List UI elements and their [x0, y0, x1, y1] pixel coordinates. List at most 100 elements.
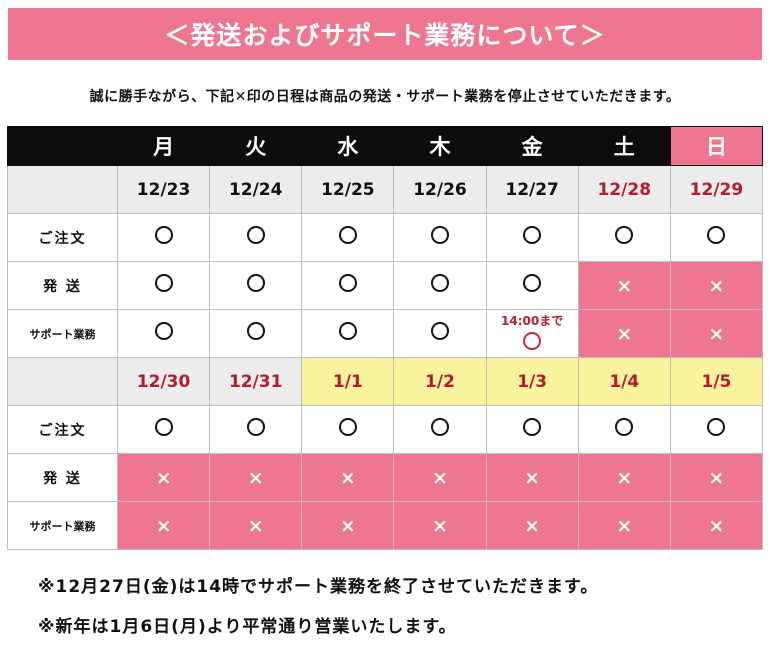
date-cell: 1/1	[301, 357, 395, 406]
open-circle-cell: 14:00まで	[485, 309, 579, 358]
closed-cross-mark: ×	[669, 501, 764, 550]
week2-shipping-row: 発 送 × × × × × × ×	[7, 453, 764, 502]
open-circle-cell	[669, 405, 764, 454]
open-circle-cell	[209, 405, 303, 454]
circle-mark-icon	[430, 226, 449, 244]
closed-cross-mark: ×	[669, 309, 764, 358]
open-circle-cell	[393, 213, 487, 262]
closed-cross-mark: ×	[577, 453, 671, 502]
circle-mark-icon	[615, 418, 634, 436]
closed-cross-mark: ×	[669, 261, 764, 310]
open-circle-cell	[485, 261, 579, 310]
until-time-note: 14:00まで	[501, 314, 564, 328]
closed-cross-mark: ×	[485, 453, 579, 502]
open-circle-cell	[393, 309, 487, 358]
date-cell: 12/30	[116, 357, 211, 406]
open-circle-cell	[577, 405, 671, 454]
date-cell: 12/23	[116, 165, 211, 214]
circle-mark-icon	[523, 332, 542, 350]
open-circle-cell	[577, 213, 671, 262]
open-circle-cell	[116, 309, 211, 358]
date-cell: 12/28	[577, 165, 671, 214]
circle-mark-icon	[707, 226, 726, 244]
date-cell: 1/3	[485, 357, 579, 406]
date-cell: 1/5	[669, 357, 764, 406]
closed-cross-mark: ×	[577, 501, 671, 550]
circle-mark-icon	[707, 418, 726, 436]
circle-mark-icon	[338, 418, 357, 436]
week1-dates-row: 12/23 12/24 12/25 12/26 12/27 12/28 12/2…	[7, 165, 764, 214]
notice-text: 誠に勝手ながら、下記✕印の日程は商品の発送・サポート業務を停止させていただきます…	[89, 89, 681, 105]
open-circle-cell	[485, 213, 579, 262]
weekday-tue: 火	[209, 126, 303, 166]
date-corner	[7, 357, 118, 406]
date-cell: 12/24	[209, 165, 303, 214]
open-circle-cell	[116, 261, 211, 310]
circle-mark-icon	[246, 418, 265, 436]
open-circle-cell	[301, 213, 395, 262]
closed-cross-mark: ×	[393, 453, 487, 502]
date-cell: 12/31	[209, 357, 303, 406]
open-circle-cell	[393, 261, 487, 310]
circle-mark-icon	[430, 322, 449, 340]
open-circle-cell	[301, 309, 395, 358]
week1-order-row: ご注文	[7, 213, 764, 262]
footnote-2: ※新年は1月6日(月)より平常通り営業いたします。	[38, 617, 457, 637]
weekday-fri: 金	[485, 126, 579, 166]
circle-mark-icon	[523, 418, 542, 436]
circle-mark-icon	[430, 418, 449, 436]
date-cell: 1/4	[577, 357, 671, 406]
weekday-wed: 水	[301, 126, 395, 166]
header-corner	[7, 126, 118, 166]
circle-mark-icon	[246, 226, 265, 244]
closed-cross-mark: ×	[669, 453, 764, 502]
date-cell: 1/2	[393, 357, 487, 406]
week1-shipping-row: 発 送 × ×	[7, 261, 764, 310]
date-cell: 12/27	[485, 165, 579, 214]
open-circle-cell	[116, 213, 211, 262]
week1-support-row: サポート業務 14:00まで × ×	[7, 309, 764, 358]
open-circle-cell	[669, 213, 764, 262]
row-label-order: ご注文	[7, 213, 118, 262]
week2-order-row: ご注文	[7, 405, 764, 454]
closed-cross-mark: ×	[577, 261, 671, 310]
circle-mark-icon	[246, 274, 265, 292]
open-circle-cell	[209, 309, 303, 358]
week2-support-row: サポート業務 × × × × × × ×	[7, 501, 764, 550]
open-circle-cell	[209, 261, 303, 310]
closed-cross-mark: ×	[485, 501, 579, 550]
weekday-sun: 日	[669, 126, 764, 166]
closed-cross-mark: ×	[116, 501, 211, 550]
closed-cross-mark: ×	[577, 309, 671, 358]
circle-mark-icon	[615, 226, 634, 244]
circle-mark-icon	[154, 226, 173, 244]
date-cell: 12/26	[393, 165, 487, 214]
circle-mark-icon	[154, 322, 173, 340]
circle-mark-icon	[154, 274, 173, 292]
circle-mark-icon	[338, 226, 357, 244]
circle-mark-icon	[523, 274, 542, 292]
row-label-shipping: 発 送	[7, 453, 118, 502]
weekday-mon: 月	[116, 126, 211, 166]
week2-dates-row: 12/30 12/31 1/1 1/2 1/3 1/4 1/5	[7, 357, 764, 406]
date-cell: 12/25	[301, 165, 395, 214]
open-circle-cell	[301, 405, 395, 454]
closed-cross-mark: ×	[301, 501, 395, 550]
row-label-support: サポート業務	[7, 501, 118, 550]
circle-mark-icon	[246, 322, 265, 340]
open-circle-cell	[301, 261, 395, 310]
page-title-banner: ＜発送およびサポート業務について＞	[8, 8, 762, 60]
closed-cross-mark: ×	[301, 453, 395, 502]
circle-mark-icon	[154, 418, 173, 436]
circle-mark-icon	[523, 226, 542, 244]
closed-cross-mark: ×	[209, 501, 303, 550]
weekday-sat: 土	[577, 126, 671, 166]
closed-cross-mark: ×	[116, 453, 211, 502]
circle-mark-icon	[338, 322, 357, 340]
closed-cross-mark: ×	[209, 453, 303, 502]
circle-mark-icon	[430, 274, 449, 292]
circle-mark-icon	[338, 274, 357, 292]
open-circle-cell	[116, 405, 211, 454]
schedule-table: 月 火 水 木 金 土 日 12/23 12/24 12/25 12/26 12…	[7, 126, 764, 550]
row-label-support: サポート業務	[7, 309, 118, 358]
